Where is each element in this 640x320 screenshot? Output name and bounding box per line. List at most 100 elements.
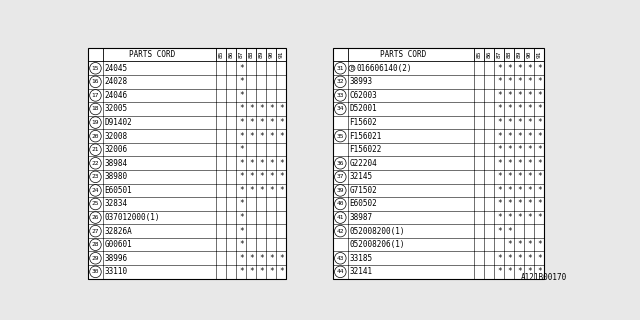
Text: *: * bbox=[249, 132, 253, 141]
Circle shape bbox=[90, 185, 101, 196]
Text: *: * bbox=[249, 118, 253, 127]
Text: *: * bbox=[239, 145, 244, 154]
Text: *: * bbox=[497, 186, 502, 195]
Circle shape bbox=[90, 103, 101, 115]
Text: *: * bbox=[249, 254, 253, 263]
Circle shape bbox=[335, 62, 346, 74]
Text: 38980: 38980 bbox=[105, 172, 128, 181]
Text: 32005: 32005 bbox=[105, 105, 128, 114]
Text: *: * bbox=[507, 267, 511, 276]
Text: *: * bbox=[279, 172, 284, 181]
Text: 33185: 33185 bbox=[349, 254, 372, 263]
Text: *: * bbox=[507, 132, 511, 141]
Text: F15602: F15602 bbox=[349, 118, 378, 127]
Circle shape bbox=[335, 157, 346, 169]
Text: *: * bbox=[269, 254, 274, 263]
Text: *: * bbox=[517, 132, 522, 141]
Text: D52001: D52001 bbox=[349, 105, 378, 114]
Text: 20: 20 bbox=[92, 134, 99, 139]
Text: *: * bbox=[517, 186, 522, 195]
Text: *: * bbox=[517, 267, 522, 276]
Text: *: * bbox=[527, 145, 532, 154]
Text: *: * bbox=[239, 159, 244, 168]
Text: 89: 89 bbox=[259, 51, 264, 58]
Text: *: * bbox=[527, 172, 532, 181]
Text: *: * bbox=[279, 118, 284, 127]
Circle shape bbox=[90, 252, 101, 264]
Text: *: * bbox=[497, 145, 502, 154]
Text: *: * bbox=[537, 172, 541, 181]
Text: *: * bbox=[497, 118, 502, 127]
Text: *: * bbox=[537, 132, 541, 141]
Text: 85: 85 bbox=[219, 51, 224, 58]
Text: *: * bbox=[527, 186, 532, 195]
Text: *: * bbox=[269, 172, 274, 181]
Circle shape bbox=[90, 198, 101, 210]
Text: *: * bbox=[279, 186, 284, 195]
Circle shape bbox=[90, 266, 101, 278]
Text: *: * bbox=[239, 213, 244, 222]
Text: 87: 87 bbox=[497, 51, 502, 58]
Text: 36: 36 bbox=[337, 161, 344, 166]
Circle shape bbox=[335, 266, 346, 278]
Text: 22: 22 bbox=[92, 161, 99, 166]
Text: *: * bbox=[239, 105, 244, 114]
Text: *: * bbox=[507, 199, 511, 209]
Text: *: * bbox=[537, 254, 541, 263]
Bar bbox=[333, 48, 545, 279]
Text: PARTS CORD: PARTS CORD bbox=[129, 50, 175, 59]
Text: 38993: 38993 bbox=[349, 77, 372, 86]
Text: D91402: D91402 bbox=[105, 118, 132, 127]
Text: 24046: 24046 bbox=[105, 91, 128, 100]
Text: G00601: G00601 bbox=[105, 240, 132, 249]
Text: F156022: F156022 bbox=[349, 145, 382, 154]
Text: *: * bbox=[269, 186, 274, 195]
Text: *: * bbox=[497, 64, 502, 73]
Text: *: * bbox=[249, 172, 253, 181]
Text: 32834: 32834 bbox=[105, 199, 128, 209]
Text: *: * bbox=[517, 118, 522, 127]
Circle shape bbox=[90, 117, 101, 128]
Text: *: * bbox=[517, 240, 522, 249]
Text: *: * bbox=[527, 64, 532, 73]
Text: 85: 85 bbox=[477, 51, 482, 58]
Text: *: * bbox=[497, 77, 502, 86]
Circle shape bbox=[335, 103, 346, 115]
Text: 88: 88 bbox=[507, 51, 512, 58]
Text: *: * bbox=[517, 172, 522, 181]
Circle shape bbox=[335, 90, 346, 101]
Text: *: * bbox=[507, 186, 511, 195]
Text: *: * bbox=[239, 64, 244, 73]
Text: 88: 88 bbox=[249, 51, 254, 58]
Text: *: * bbox=[497, 105, 502, 114]
Text: 32141: 32141 bbox=[349, 267, 372, 276]
Text: 33110: 33110 bbox=[105, 267, 128, 276]
Text: *: * bbox=[517, 64, 522, 73]
Text: *: * bbox=[537, 64, 541, 73]
Text: 90: 90 bbox=[269, 51, 274, 58]
Text: 26: 26 bbox=[92, 215, 99, 220]
Text: *: * bbox=[507, 240, 511, 249]
Text: 38996: 38996 bbox=[105, 254, 128, 263]
Text: *: * bbox=[239, 240, 244, 249]
Text: *: * bbox=[239, 172, 244, 181]
Text: 41: 41 bbox=[337, 215, 344, 220]
Text: *: * bbox=[537, 240, 541, 249]
Text: 30: 30 bbox=[92, 269, 99, 274]
Text: F156021: F156021 bbox=[349, 132, 382, 141]
Text: *: * bbox=[517, 145, 522, 154]
Circle shape bbox=[90, 76, 101, 88]
Text: *: * bbox=[507, 77, 511, 86]
Text: *: * bbox=[517, 91, 522, 100]
Text: *: * bbox=[249, 267, 253, 276]
Text: 052008206(1): 052008206(1) bbox=[349, 240, 405, 249]
Text: *: * bbox=[279, 105, 284, 114]
Circle shape bbox=[335, 225, 346, 237]
Text: *: * bbox=[527, 199, 532, 209]
Circle shape bbox=[349, 65, 355, 71]
Text: G71502: G71502 bbox=[349, 186, 378, 195]
Text: *: * bbox=[507, 105, 511, 114]
Text: *: * bbox=[537, 77, 541, 86]
Text: *: * bbox=[497, 213, 502, 222]
Text: *: * bbox=[497, 199, 502, 209]
